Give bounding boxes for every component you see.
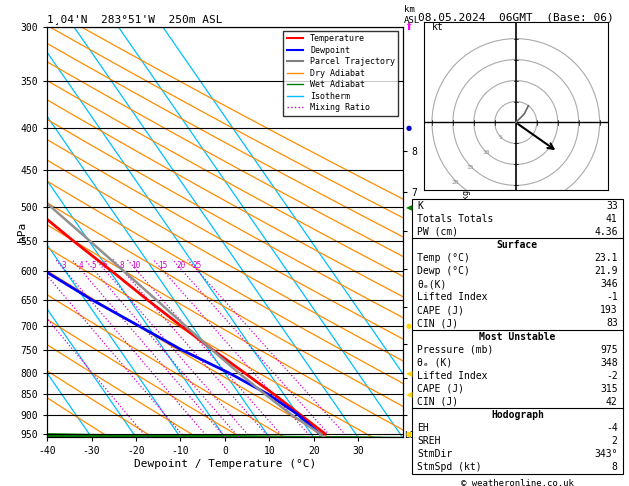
Text: CIN (J): CIN (J): [417, 318, 458, 329]
Text: SREH: SREH: [417, 436, 440, 446]
Text: 42: 42: [606, 397, 618, 407]
Text: 6: 6: [103, 260, 107, 270]
Text: © weatheronline.co.uk: © weatheronline.co.uk: [461, 479, 574, 486]
Text: 5: 5: [499, 135, 503, 140]
Text: 343°: 343°: [594, 449, 618, 459]
Text: Lifted Index: Lifted Index: [417, 292, 487, 302]
Text: 3: 3: [62, 260, 67, 270]
Text: 25: 25: [192, 260, 201, 270]
Text: 83: 83: [606, 318, 618, 329]
Text: -1: -1: [606, 292, 618, 302]
Text: CAPE (J): CAPE (J): [417, 384, 464, 394]
Text: EH: EH: [417, 423, 429, 433]
Text: 2: 2: [612, 436, 618, 446]
Text: 10: 10: [131, 260, 141, 270]
Text: 8: 8: [612, 462, 618, 472]
Text: 5: 5: [91, 260, 96, 270]
Text: Temp (°C): Temp (°C): [417, 253, 470, 263]
Text: 23.1: 23.1: [594, 253, 618, 263]
Text: km
ASL: km ASL: [404, 5, 420, 25]
Text: Mixing Ratio (g/kg): Mixing Ratio (g/kg): [462, 185, 471, 279]
Text: Lifted Index: Lifted Index: [417, 371, 487, 381]
Text: ◀: ◀: [406, 203, 412, 211]
Text: ●: ●: [406, 125, 412, 131]
Text: CIN (J): CIN (J): [417, 397, 458, 407]
Text: kt: kt: [432, 22, 443, 32]
Text: 08.05.2024  06GMT  (Base: 06): 08.05.2024 06GMT (Base: 06): [418, 12, 614, 22]
Text: ◀: ◀: [406, 368, 412, 378]
Text: Dewp (°C): Dewp (°C): [417, 266, 470, 276]
Text: 4: 4: [79, 260, 83, 270]
Text: Most Unstable: Most Unstable: [479, 331, 555, 342]
Text: Hodograph: Hodograph: [491, 410, 544, 420]
Text: 315: 315: [600, 384, 618, 394]
Text: 193: 193: [600, 305, 618, 315]
Text: 10: 10: [482, 150, 489, 155]
Text: 8: 8: [120, 260, 125, 270]
Text: -2: -2: [606, 371, 618, 381]
Text: 21.9: 21.9: [594, 266, 618, 276]
Text: Pressure (mb): Pressure (mb): [417, 345, 493, 355]
Text: StmDir: StmDir: [417, 449, 452, 459]
Text: 41: 41: [606, 214, 618, 224]
Text: ◀: ◀: [406, 390, 412, 399]
Text: 4.36: 4.36: [594, 227, 618, 237]
Text: 33: 33: [606, 201, 618, 211]
Text: hPa: hPa: [18, 222, 27, 242]
Text: PW (cm): PW (cm): [417, 227, 458, 237]
Text: Totals Totals: Totals Totals: [417, 214, 493, 224]
Text: K: K: [417, 201, 423, 211]
Text: ●: ●: [406, 431, 412, 437]
Text: 20: 20: [177, 260, 186, 270]
Text: CAPE (J): CAPE (J): [417, 305, 464, 315]
X-axis label: Dewpoint / Temperature (°C): Dewpoint / Temperature (°C): [134, 459, 316, 469]
Text: θₑ(K): θₑ(K): [417, 279, 447, 289]
Legend: Temperature, Dewpoint, Parcel Trajectory, Dry Adiabat, Wet Adiabat, Isotherm, Mi: Temperature, Dewpoint, Parcel Trajectory…: [284, 31, 398, 116]
Text: LCL: LCL: [404, 431, 420, 440]
Text: 20: 20: [452, 180, 459, 185]
Text: ⬆: ⬆: [405, 22, 413, 32]
Text: StmSpd (kt): StmSpd (kt): [417, 462, 482, 472]
Text: 975: 975: [600, 345, 618, 355]
Text: 348: 348: [600, 358, 618, 368]
Text: ●: ●: [406, 323, 412, 329]
Text: -4: -4: [606, 423, 618, 433]
Text: 1¸04'N  283°51'W  250m ASL: 1¸04'N 283°51'W 250m ASL: [47, 15, 223, 25]
Text: 15: 15: [467, 165, 474, 170]
Text: 346: 346: [600, 279, 618, 289]
Text: Surface: Surface: [497, 240, 538, 250]
Text: θₑ (K): θₑ (K): [417, 358, 452, 368]
Text: 15: 15: [158, 260, 167, 270]
